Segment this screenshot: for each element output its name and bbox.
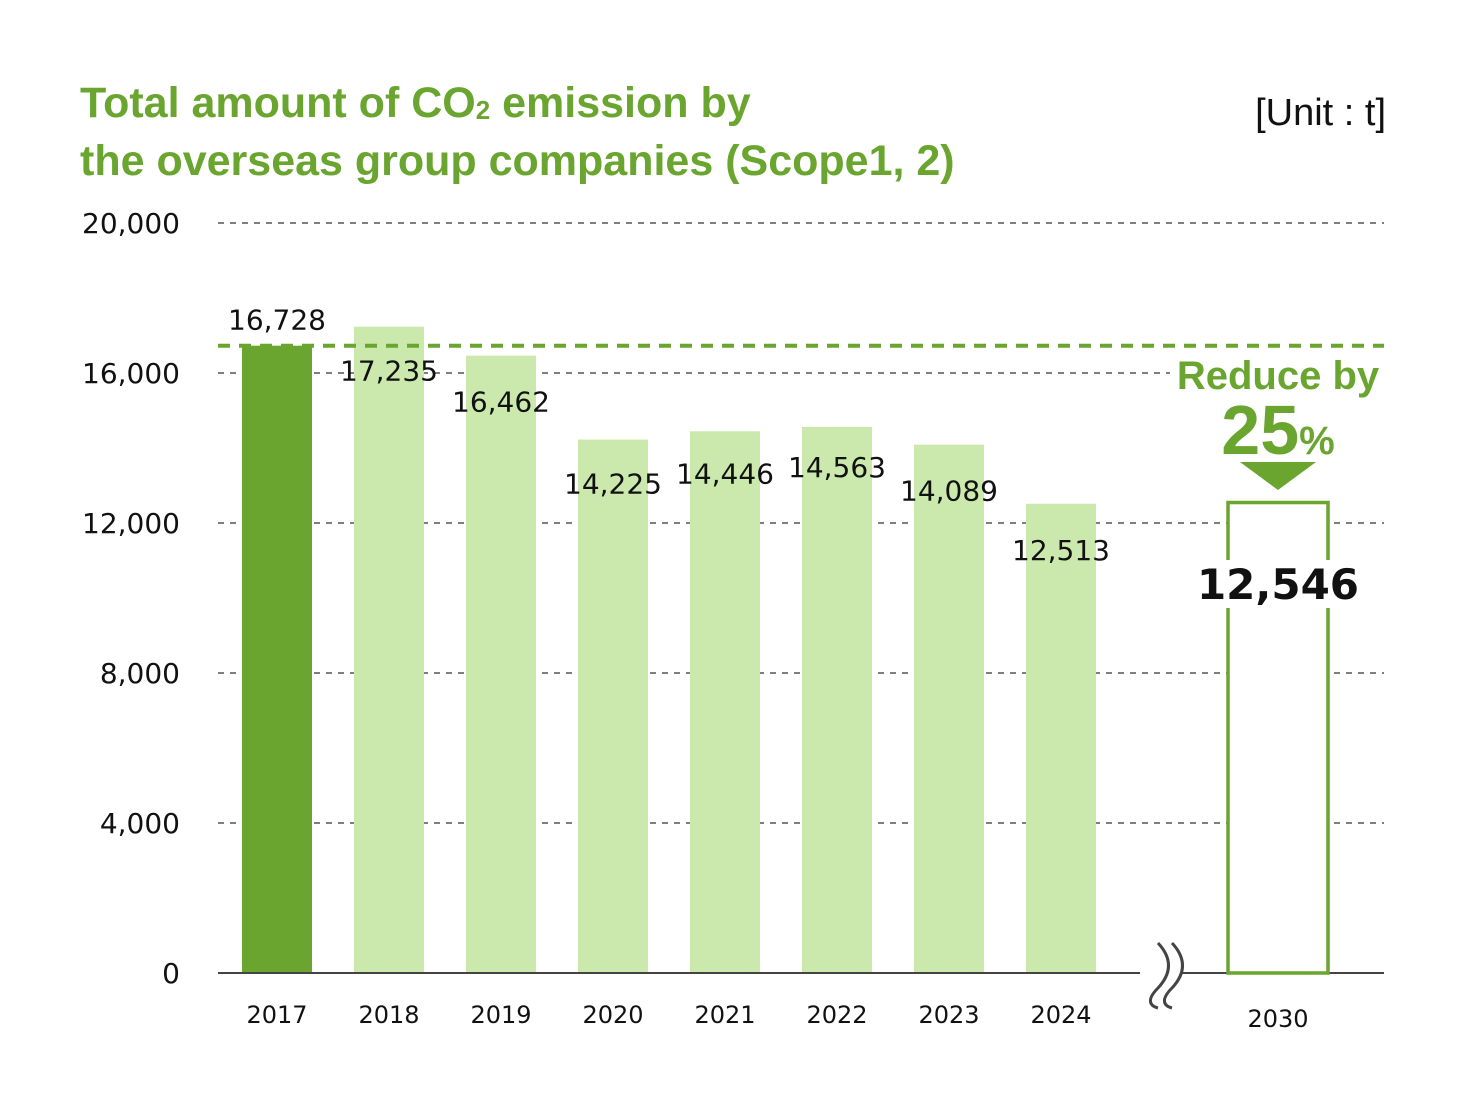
- bar-2020: [578, 439, 648, 973]
- bar-2024: [1026, 503, 1096, 973]
- y-tick-label: 20,000: [82, 207, 180, 240]
- x-tick-label: 2023: [918, 1001, 979, 1029]
- x-tick-label: 2021: [694, 1001, 755, 1029]
- value-label: 14,563: [788, 451, 886, 484]
- value-label: 17,235: [340, 355, 438, 388]
- chart-title-line-2: the overseas group companies (Scope1, 2): [80, 137, 955, 185]
- title-text: emission by: [490, 79, 751, 127]
- x-tick-label: 2017: [246, 1001, 307, 1029]
- reduce-by-text: Reduce by: [1177, 354, 1380, 398]
- annotation-bg: [1170, 352, 1384, 398]
- chart-title: Total amount of CO2 emission by the over…: [80, 74, 955, 190]
- value-label: 14,446: [676, 457, 774, 490]
- bar-2017: [242, 345, 312, 973]
- x-tick-label: 2019: [470, 1001, 531, 1029]
- bar-2018: [354, 326, 424, 973]
- bar-2023: [914, 444, 984, 974]
- y-tick-label: 12,000: [82, 507, 180, 540]
- value-label: 14,089: [900, 475, 998, 508]
- percent-sign: %: [1299, 419, 1335, 463]
- y-tick-label: 0: [162, 957, 180, 990]
- bar-2019: [466, 355, 536, 973]
- x-tick-label: 2024: [1030, 1001, 1091, 1029]
- bar-2022: [802, 426, 872, 973]
- y-tick-label: 16,000: [82, 357, 180, 390]
- value-label: 12,513: [1012, 534, 1110, 567]
- y-tick-label: 4,000: [100, 807, 180, 840]
- value-label: 14,225: [564, 468, 662, 501]
- title-subscript: 2: [475, 95, 491, 125]
- x-tick-label: 2022: [806, 1001, 867, 1029]
- axis-break-icon: [1149, 941, 1170, 1010]
- x-tick-label: 2030: [1247, 1005, 1308, 1033]
- unit-label: [Unit : t]: [1255, 92, 1386, 134]
- x-tick-label: 2020: [582, 1001, 643, 1029]
- value-label: 16,728: [228, 304, 326, 337]
- title-text: Total amount of CO: [80, 79, 476, 127]
- target-label-bg: [1208, 560, 1348, 608]
- axis-break-icon: [1163, 941, 1184, 1010]
- percent-number: 25: [1221, 391, 1299, 469]
- chart-title-line-1: Total amount of CO2 emission by: [80, 74, 955, 132]
- value-label: 16,462: [452, 386, 550, 419]
- target-value-label: 12,546: [1197, 560, 1359, 609]
- x-tick-label: 2018: [358, 1001, 419, 1029]
- down-arrow-icon: [1240, 462, 1316, 490]
- bar-2021: [690, 431, 760, 973]
- y-tick-label: 8,000: [100, 657, 180, 690]
- reduction-percent: 25%: [1221, 391, 1334, 469]
